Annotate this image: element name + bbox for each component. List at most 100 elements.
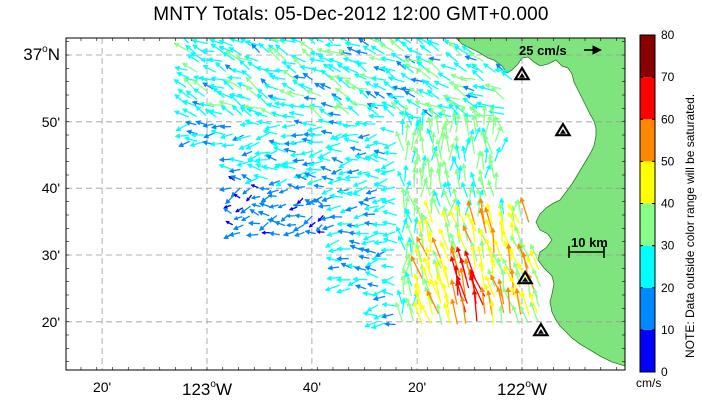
current-vector-head <box>286 213 291 219</box>
current-vector-head <box>479 240 485 246</box>
current-vector-head <box>176 71 183 78</box>
current-vector-head <box>387 75 394 82</box>
current-vector-head <box>250 184 255 189</box>
current-vector-head <box>374 38 379 42</box>
current-vector-head <box>281 113 288 120</box>
current-vector-head <box>210 76 216 82</box>
current-vector-head <box>362 290 368 297</box>
current-vector-head <box>371 255 377 262</box>
current-vector-head <box>358 38 365 44</box>
current-vector-head <box>414 100 421 106</box>
current-vector-head <box>404 110 410 117</box>
current-vector-head <box>186 129 192 135</box>
current-vector <box>460 267 466 297</box>
current-vector-head <box>363 220 370 227</box>
current-vector-head <box>342 122 348 129</box>
current-vector-head <box>306 126 313 133</box>
current-vector-head <box>240 208 247 214</box>
current-vector-head <box>198 75 204 82</box>
current-vector-head <box>268 180 275 186</box>
current-vector-head <box>338 189 345 196</box>
current-vector-head <box>440 131 447 137</box>
current-vector-head <box>484 83 491 89</box>
current-vector-head <box>299 64 305 71</box>
current-vector-head <box>192 44 199 50</box>
current-vector-head <box>418 231 425 237</box>
current-vector-head <box>361 121 367 127</box>
current-vector-head <box>483 206 490 213</box>
current-vector-head <box>224 64 231 70</box>
current-vector-head <box>459 257 465 264</box>
current-vector-head <box>363 248 370 254</box>
current-vector-head <box>454 104 461 111</box>
current-vector-head <box>260 108 267 114</box>
current-vector-head <box>421 154 428 161</box>
current-vector-head <box>304 172 310 178</box>
radar-station-core <box>537 329 544 334</box>
current-vector-head <box>290 132 297 139</box>
current-vector-head <box>345 206 352 212</box>
current-vector-head <box>282 69 289 76</box>
current-vector-head <box>353 73 360 79</box>
current-vector-head <box>255 163 262 169</box>
current-vector-head <box>228 156 235 163</box>
current-vector-head <box>441 107 447 114</box>
current-vector-head <box>483 147 490 153</box>
current-vector-head <box>405 271 411 278</box>
current-vector-head <box>293 74 299 80</box>
current-vector-head <box>223 234 230 239</box>
lon-label: 40' <box>303 379 321 395</box>
current-vector-head <box>517 262 523 269</box>
current-vector-head <box>226 74 233 81</box>
current-vector-head <box>466 212 472 219</box>
current-vector-head <box>354 154 361 160</box>
current-vector-head <box>292 202 298 208</box>
current-vector-head <box>426 89 433 96</box>
current-vector <box>469 275 484 306</box>
colorbar-segment <box>640 77 655 120</box>
current-vector-head <box>380 186 386 192</box>
current-vector-head <box>462 97 469 104</box>
radar-station-marker <box>554 121 572 137</box>
current-vector-head <box>222 52 229 58</box>
current-vector-head <box>448 80 455 87</box>
current-vector-head <box>438 228 444 234</box>
colorbar-segment <box>640 35 655 78</box>
current-vector-head <box>207 57 213 63</box>
lon-label: 20' <box>93 379 111 395</box>
distance-scale: 10 km <box>568 235 608 258</box>
current-vector-head <box>365 90 372 97</box>
current-vector-head <box>466 200 472 206</box>
current-vector-head <box>407 114 414 121</box>
current-vector-head <box>279 101 285 108</box>
current-vector-head <box>283 147 290 154</box>
current-vector-head <box>327 247 334 254</box>
current-vector-head <box>532 288 538 294</box>
current-vector-head <box>202 82 209 88</box>
current-vector-head <box>274 163 281 169</box>
current-vector-head <box>306 180 313 186</box>
current-vector-head <box>280 163 287 170</box>
current-vector-head <box>320 69 327 76</box>
current-vector-head <box>350 85 356 91</box>
current-vector-head <box>173 42 180 48</box>
map-frame-background <box>66 38 625 370</box>
current-vector-head <box>236 82 243 88</box>
current-vector-head <box>263 83 270 89</box>
current-vector-head <box>267 47 273 54</box>
current-vector-head <box>364 322 371 328</box>
current-vector-head <box>292 157 298 164</box>
current-vector-head <box>484 218 491 225</box>
current-vector-head <box>408 87 415 93</box>
current-vector-head <box>380 164 387 170</box>
current-vector-head <box>356 62 363 68</box>
current-vector-head <box>379 197 386 204</box>
current-vector-head <box>308 152 315 158</box>
colorbar-tick-label: 0 <box>661 365 668 379</box>
current-vector-head <box>210 43 217 49</box>
colorbar-segment <box>640 119 655 162</box>
current-vector-head <box>233 215 239 221</box>
current-vector-head <box>260 197 267 203</box>
current-vector-head <box>366 106 373 112</box>
current-vector <box>456 275 468 304</box>
